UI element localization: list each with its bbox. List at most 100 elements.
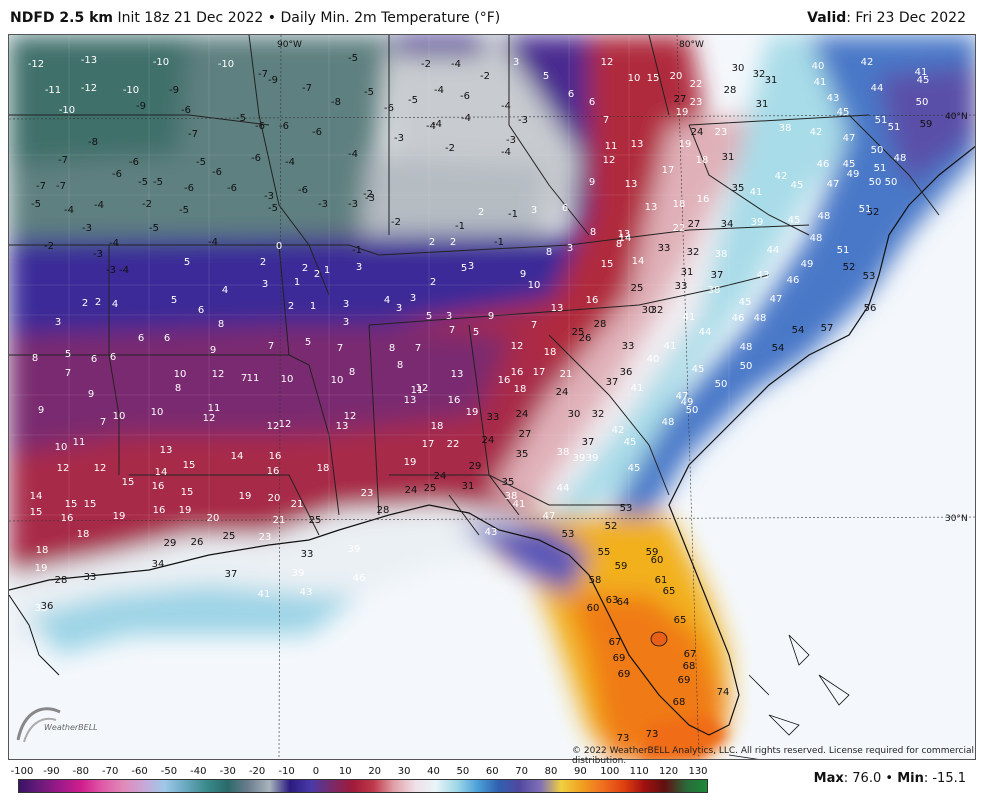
temperature-label: 5 xyxy=(543,71,549,82)
temperature-label: 38 xyxy=(557,447,570,458)
temperature-label: 67 xyxy=(684,649,697,660)
temperature-label: 37 xyxy=(225,569,238,580)
temperature-label: 10 xyxy=(113,411,126,422)
temperature-label: 48 xyxy=(754,313,767,324)
temperature-label: 0 xyxy=(276,241,282,252)
temperature-label: 46 xyxy=(732,313,745,324)
temperature-map[interactable]: 90°W 80°W 40°N 30°N -12 -13 -10 -10 -5 -2 -4 -2… xyxy=(8,34,976,760)
temperature-label: 21 xyxy=(291,499,304,510)
temperature-label: 13 xyxy=(631,139,644,150)
temperature-label: 12 xyxy=(203,413,216,424)
temperature-label: 19 xyxy=(179,505,192,516)
temperature-label: 12 xyxy=(212,369,225,380)
temperature-label: 5 xyxy=(426,311,432,322)
temperature-label: 18 xyxy=(514,384,527,395)
temperature-label: 60 xyxy=(651,555,664,566)
temperature-label: 6 xyxy=(562,203,568,214)
temperature-label: 14 xyxy=(155,467,168,478)
temperature-label: 41 xyxy=(750,187,763,198)
temperature-label: 6 xyxy=(138,333,144,344)
colorbar-tick: -80 xyxy=(72,766,89,777)
colorbar-tick: 60 xyxy=(485,766,499,777)
temperature-label: 33 xyxy=(622,341,635,352)
temperature-label: 38 xyxy=(708,285,721,296)
temperature-label: 12 xyxy=(94,463,107,474)
colorbar-tick: -30 xyxy=(219,766,236,777)
temperature-label: 13 xyxy=(618,229,631,240)
temperature-label: -5 xyxy=(408,95,418,106)
temperature-label: 28 xyxy=(594,319,607,330)
temperature-label: 21 xyxy=(273,515,286,526)
temperature-label: 15 xyxy=(84,499,97,510)
temperature-label: 19 xyxy=(113,511,126,522)
temperature-label: 14 xyxy=(632,256,645,267)
temperature-label: 52 xyxy=(843,262,856,273)
temperature-label: 46 xyxy=(787,275,800,286)
temperature-label: -4 xyxy=(501,101,511,112)
temperature-label: 48 xyxy=(894,153,907,164)
temperature-label: 26 xyxy=(579,333,592,344)
temperature-label: 7 xyxy=(100,417,106,428)
temperature-label: -8 xyxy=(88,137,98,148)
temperature-label: 5 xyxy=(473,327,479,338)
temperature-label: -4 xyxy=(432,119,442,130)
temperature-label: -10 xyxy=(218,59,234,70)
min-label: Min xyxy=(897,771,924,786)
temperature-label: 39 xyxy=(586,453,599,464)
temperature-label: 2 xyxy=(314,269,320,280)
temperature-label: 46 xyxy=(353,573,366,584)
temperature-label: 2 xyxy=(82,298,88,309)
lat-40-label: 40°N xyxy=(945,112,968,122)
temperature-label: -6 xyxy=(251,153,261,164)
temperature-label: 7 xyxy=(65,368,71,379)
temperature-label: 15 xyxy=(183,460,196,471)
temperature-label: 38 xyxy=(779,123,792,134)
temperature-label: 50 xyxy=(916,97,929,108)
temperature-label: -3 xyxy=(318,199,328,210)
temperature-label: 3 xyxy=(531,205,537,216)
temperature-label: 19 xyxy=(676,107,689,118)
temperature-label: 6 xyxy=(198,305,204,316)
temperature-label: 27 xyxy=(674,94,687,105)
temperature-label: 55 xyxy=(598,547,611,558)
temperature-label: 12 xyxy=(57,463,70,474)
product-name: NDFD 2.5 km xyxy=(10,10,113,26)
temperature-label: -3 xyxy=(394,133,404,144)
temperature-label: 5 xyxy=(65,349,71,360)
temperature-label: -9 xyxy=(136,101,146,112)
temperature-label: 18 xyxy=(696,155,709,166)
temperature-label: 7 xyxy=(603,115,609,126)
temperature-label: 23 xyxy=(259,532,272,543)
temperature-label: -11 xyxy=(45,85,61,96)
max-min-stats: Max: 76.0 • Min: -15.1 xyxy=(814,771,966,786)
init-time: Init 18z 21 Dec 2022 xyxy=(117,10,264,26)
product-title: NDFD 2.5 km Init 18z 21 Dec 2022 • Daily… xyxy=(10,10,500,26)
temperature-label: 57 xyxy=(821,323,834,334)
temperature-label: -6 xyxy=(460,91,470,102)
temperature-label: 47 xyxy=(827,179,840,190)
temperature-label: 8 xyxy=(616,239,622,250)
temperature-label: -4 xyxy=(501,147,511,158)
colorbar-tick: 10 xyxy=(338,766,352,777)
temperature-label: 15 xyxy=(181,487,194,498)
temperature-label: 11 xyxy=(208,403,221,414)
temperature-label: 9 xyxy=(488,311,494,322)
temperature-label: 42 xyxy=(861,57,874,68)
lon-90-label: 90°W xyxy=(277,40,302,50)
colorbar-tick: 0 xyxy=(312,766,320,777)
temperature-label: 22 xyxy=(673,223,686,234)
temperature-label: 31 xyxy=(722,152,735,163)
temperature-label: 51 xyxy=(837,245,850,256)
temperature-label: 48 xyxy=(810,233,823,244)
temperature-label: 12 xyxy=(279,419,292,430)
temperature-label: 37 xyxy=(606,377,619,388)
temperature-label: -8 xyxy=(331,97,341,108)
colorbar-tick-labels: -100 -90 -80 -70 -60 -50 -40 -30 -20 -10 0 10 20 30 40… xyxy=(8,766,708,778)
temperature-label: -7 xyxy=(188,129,198,140)
temperature-label: 16 xyxy=(153,505,166,516)
temperature-label: 16 xyxy=(511,367,524,378)
temperature-label: 11 xyxy=(411,385,424,396)
temperature-label: 53 xyxy=(562,529,575,540)
copyright-notice: © 2022 WeatherBELL Analytics, LLC. All r… xyxy=(572,746,974,766)
